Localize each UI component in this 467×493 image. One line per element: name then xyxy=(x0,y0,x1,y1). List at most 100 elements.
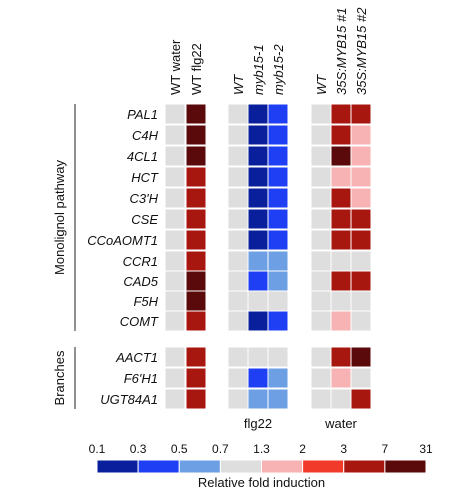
column-headers: WT water WT flg22 WT myb15-1 myb15-2 WT 35S:MY… xyxy=(168,7,369,95)
heatmap-cell xyxy=(310,367,332,389)
heatmap-cell xyxy=(185,124,207,146)
heatmap-cell xyxy=(310,250,332,272)
heatmap-cell xyxy=(164,250,186,272)
row-label: F6'H1 xyxy=(124,371,158,386)
row-group-label: Branches xyxy=(52,350,67,405)
heatmap-cell xyxy=(164,103,186,125)
heatmap-cell xyxy=(227,103,249,125)
heatmap-cell xyxy=(247,229,269,251)
heatmap-cell xyxy=(310,346,332,368)
column-label: WT flg22 xyxy=(189,43,204,95)
heatmap-cell xyxy=(247,166,269,188)
heatmap-cell xyxy=(330,388,352,410)
heatmap-cell xyxy=(227,310,249,332)
heatmap-cell xyxy=(330,103,352,125)
heatmap-cell xyxy=(247,310,269,332)
heatmap-cell xyxy=(185,290,207,312)
heatmap-cell xyxy=(185,310,207,332)
row-label: C4H xyxy=(132,128,159,143)
heatmap-cell xyxy=(330,145,352,167)
heatmap-cell xyxy=(164,124,186,146)
heatmap-cell xyxy=(164,187,186,209)
heatmap-cell xyxy=(350,310,372,332)
heatmap-cell xyxy=(330,166,352,188)
heatmap-cell xyxy=(350,187,372,209)
heatmap-cell xyxy=(247,290,269,312)
heatmap-cell xyxy=(185,250,207,272)
heatmap-cell xyxy=(267,310,289,332)
heatmap-cell xyxy=(310,124,332,146)
heatmap-cell xyxy=(310,103,332,125)
heatmap-cell xyxy=(164,388,186,410)
heatmap-cell xyxy=(164,310,186,332)
heatmap-cell xyxy=(350,250,372,272)
row-label: F5H xyxy=(133,294,158,309)
heatmap-cells xyxy=(164,103,372,410)
column-label: 35S:MYB15 #1 xyxy=(334,8,349,95)
heatmap-cell xyxy=(330,208,352,230)
heatmap-cell xyxy=(185,145,207,167)
heatmap-cell xyxy=(350,145,372,167)
heatmap-cell xyxy=(350,103,372,125)
heatmap-cell xyxy=(185,166,207,188)
heatmap-cell xyxy=(227,250,249,272)
row-label: CAD5 xyxy=(123,274,158,289)
color-bar-tick-label: 0.3 xyxy=(130,442,147,456)
heatmap-cell xyxy=(227,145,249,167)
color-bar-segment xyxy=(96,459,139,474)
heatmap-cell xyxy=(310,229,332,251)
heatmap-cell xyxy=(267,166,289,188)
heatmap-cell xyxy=(227,290,249,312)
heatmap-cell xyxy=(267,145,289,167)
heatmap-cell xyxy=(164,229,186,251)
color-bar-tick-label: 3 xyxy=(340,442,347,456)
row-group-label: Monolignol pathway xyxy=(52,160,67,275)
heatmap-cell xyxy=(267,346,289,368)
color-bar-title: Relative fold induction xyxy=(198,475,325,490)
row-labels: PAL1 C4H 4CL1 HCT C3'H CSE CCoAOMT1 CCR1 CAD5 F5H… xyxy=(87,107,159,407)
heatmap-cell xyxy=(227,124,249,146)
heatmap-cell xyxy=(310,290,332,312)
heatmap-cell xyxy=(247,208,269,230)
color-bar-segment xyxy=(261,459,304,474)
heatmap-cell xyxy=(330,187,352,209)
color-bar-segment xyxy=(384,459,427,474)
row-label: AACT1 xyxy=(115,350,158,365)
heatmap-cell xyxy=(267,187,289,209)
row-label: CSE xyxy=(131,212,158,227)
heatmap-cell xyxy=(350,124,372,146)
heatmap-cell xyxy=(247,187,269,209)
heatmap-cell xyxy=(350,208,372,230)
color-bar-tick-label: 0.7 xyxy=(212,442,229,456)
heatmap-cell xyxy=(267,208,289,230)
heatmap-cell xyxy=(330,290,352,312)
heatmap-cell xyxy=(185,346,207,368)
panel-label: water xyxy=(324,416,357,431)
column-label: myb15-1 xyxy=(251,44,266,95)
color-bar-segment xyxy=(137,459,180,474)
row-label: PAL1 xyxy=(127,107,158,122)
heatmap-cell xyxy=(267,124,289,146)
heatmap-cell xyxy=(227,346,249,368)
heatmap-cell xyxy=(164,270,186,292)
heatmap-cell xyxy=(227,367,249,389)
heatmap-cell xyxy=(310,310,332,332)
row-label: CCR1 xyxy=(123,254,158,269)
heatmap-cell xyxy=(164,145,186,167)
heatmap-cell xyxy=(164,208,186,230)
heatmap-cell xyxy=(350,229,372,251)
heatmap-cell xyxy=(247,270,269,292)
heatmap-cell xyxy=(330,229,352,251)
color-bar-tick-label: 31 xyxy=(419,442,433,456)
row-label: UGT84A1 xyxy=(100,392,158,407)
row-label: 4CL1 xyxy=(127,149,158,164)
heatmap-cell xyxy=(310,145,332,167)
column-label: WT xyxy=(314,74,329,95)
heatmap-cell xyxy=(330,270,352,292)
heatmap-cell xyxy=(185,208,207,230)
heatmap-cell xyxy=(267,103,289,125)
heatmap-cell xyxy=(164,346,186,368)
heatmap-cell xyxy=(310,208,332,230)
heatmap-cell xyxy=(185,367,207,389)
